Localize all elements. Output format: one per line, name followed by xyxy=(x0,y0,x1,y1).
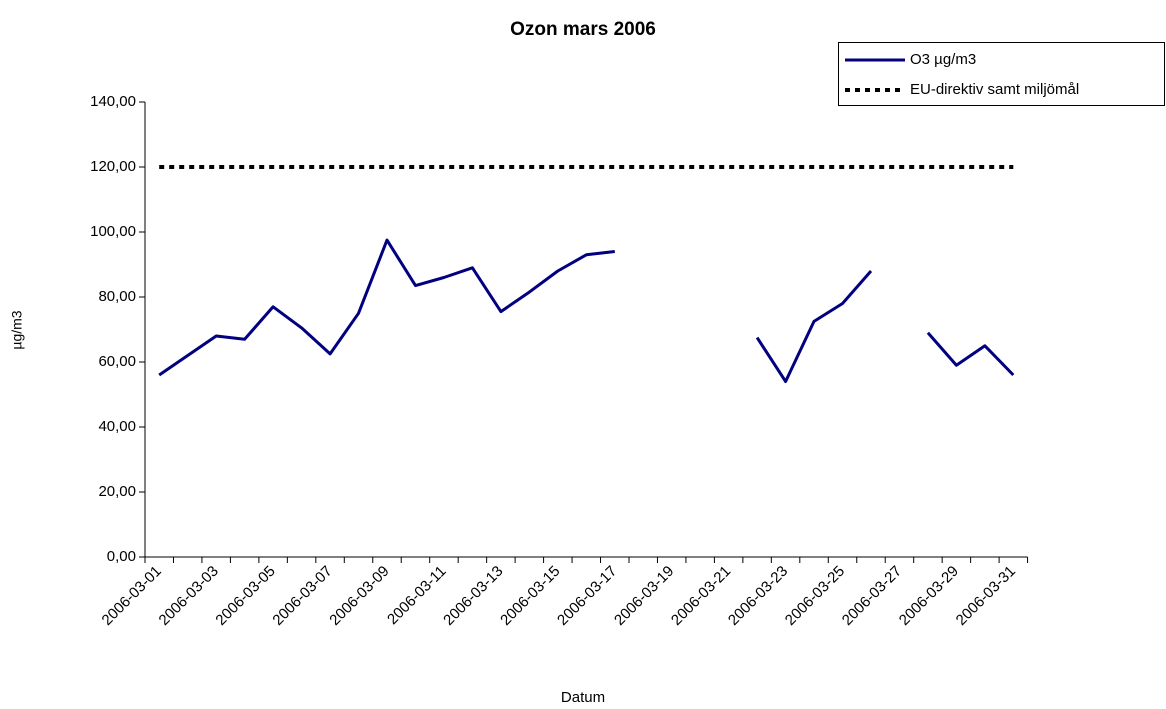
y-tick-label: 80,00 xyxy=(98,288,136,305)
x-tick-label: 2006-03-05 xyxy=(212,563,278,629)
y-tick-label: 100,00 xyxy=(90,223,136,240)
y-tick-label: 120,00 xyxy=(90,158,136,175)
y-axis-label: µg/m3 xyxy=(9,310,25,349)
series-line xyxy=(158,238,1015,383)
legend-box xyxy=(838,42,1165,106)
x-tick-label: 2006-03-09 xyxy=(326,563,392,629)
y-tick-label: 0,00 xyxy=(107,548,136,565)
x-tick-label: 2006-03-07 xyxy=(269,563,335,629)
legend-label: O3 µg/m3 xyxy=(910,51,976,68)
x-tick-label: 2006-03-01 xyxy=(99,563,165,629)
x-tick-label: 2006-03-17 xyxy=(554,563,620,629)
y-tick-label: 40,00 xyxy=(98,418,136,435)
x-tick-label: 2006-03-27 xyxy=(839,563,905,629)
chart-title: Ozon mars 2006 xyxy=(510,19,656,40)
x-tick-label: 2006-03-19 xyxy=(611,563,677,629)
x-tick-label: 2006-03-13 xyxy=(440,563,506,629)
x-tick-label: 2006-03-29 xyxy=(896,563,962,629)
x-tick-label: 2006-03-31 xyxy=(953,563,1019,629)
y-tick-label: 20,00 xyxy=(98,483,136,500)
x-tick-label: 2006-03-23 xyxy=(725,563,791,629)
x-tick-label: 2006-03-11 xyxy=(384,563,449,628)
y-tick-label: 140,00 xyxy=(90,93,136,110)
y-tick-label: 60,00 xyxy=(98,353,136,370)
x-tick-label: 2006-03-25 xyxy=(782,563,848,629)
x-tick-label: 2006-03-15 xyxy=(497,563,563,629)
x-tick-label: 2006-03-03 xyxy=(156,563,222,629)
x-axis-label: Datum xyxy=(561,689,605,706)
x-tick-label: 2006-03-21 xyxy=(668,563,734,629)
legend-label: EU-direktiv samt miljömål xyxy=(910,81,1079,98)
